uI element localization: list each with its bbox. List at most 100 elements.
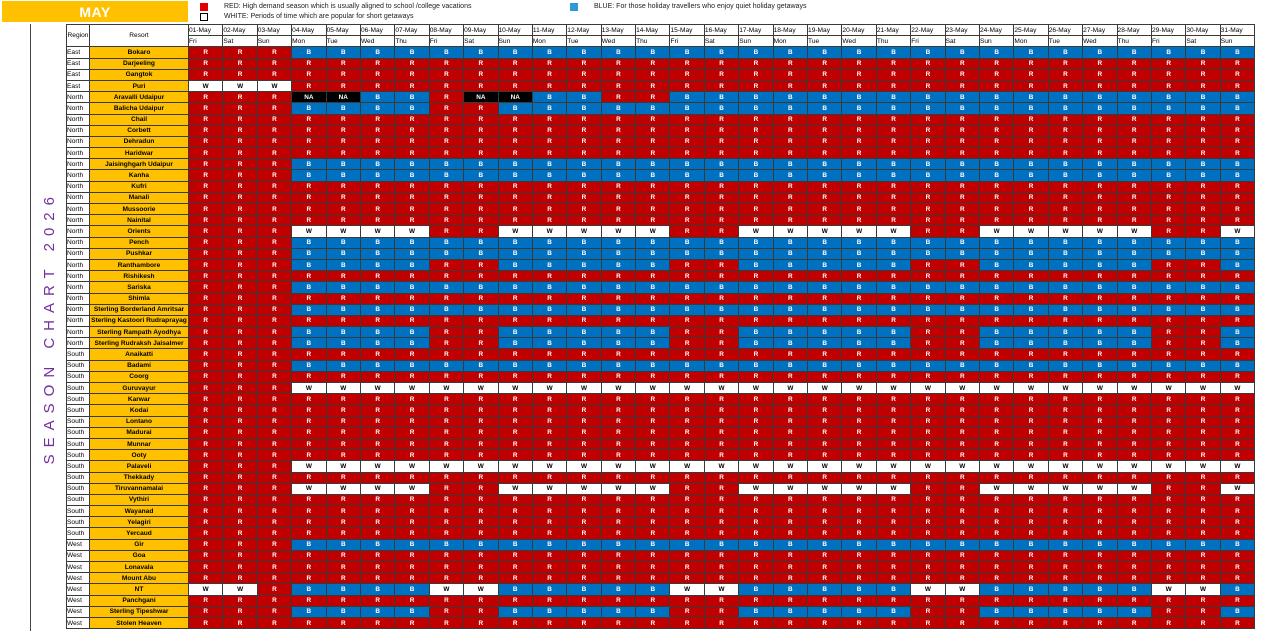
season-cell-r: R <box>428 616 465 630</box>
season-cell-r: R <box>1013 560 1049 574</box>
season-cell-r: R <box>1047 314 1084 328</box>
season-cell-r: R <box>531 616 568 630</box>
season-cell-r: R <box>1116 314 1152 328</box>
season-cell-na: NA <box>291 91 327 104</box>
header-weekday: Sat <box>944 35 980 48</box>
season-cell-r: R <box>463 326 499 339</box>
season-cell-na: NA <box>463 91 499 104</box>
season-cell-r: R <box>222 169 258 182</box>
season-cell-r: R <box>187 225 224 238</box>
season-cell-b: B <box>978 91 1015 104</box>
season-cell-b: B <box>807 236 843 249</box>
season-cell-r: R <box>875 292 912 305</box>
season-cell-r: R <box>428 337 465 350</box>
season-cell-r: R <box>394 616 430 630</box>
season-cell-r: R <box>566 314 602 328</box>
season-cell-b: B <box>531 359 568 372</box>
season-cell-w: W <box>841 460 877 473</box>
season-cell-b: B <box>635 337 671 350</box>
season-cell-b: B <box>325 236 361 249</box>
season-cell-r: R <box>841 214 877 227</box>
season-cell-r: R <box>1150 124 1187 137</box>
season-cell-b: B <box>566 236 602 249</box>
season-cell-r: R <box>978 527 1015 540</box>
season-cell-r: R <box>359 348 396 361</box>
season-cell-b: B <box>875 258 912 272</box>
season-cell-r: R <box>256 57 293 70</box>
season-cell-r: R <box>807 560 843 574</box>
season-cell-r: R <box>497 270 533 283</box>
season-cell-r: R <box>463 415 499 428</box>
resort-name-cell: Karwar <box>89 393 189 406</box>
season-cell-r: R <box>1013 471 1049 484</box>
season-cell-b: B <box>669 236 705 249</box>
resort-row: South Lontano R R R R R R R R R R R R R R R R R R R R R R R R R R R R… <box>66 415 1256 428</box>
season-cell-r: R <box>807 79 843 93</box>
season-cell-r: R <box>669 258 705 272</box>
season-cell-r: R <box>222 147 258 160</box>
season-cell-r: R <box>394 572 430 585</box>
region-cell: South <box>66 471 90 484</box>
season-cell-b: B <box>566 247 602 260</box>
season-cell-w: W <box>428 381 465 395</box>
season-cell-r: R <box>807 113 843 126</box>
season-cell-r: R <box>256 348 293 361</box>
season-cell-r: R <box>359 270 396 283</box>
season-cell-r: R <box>703 594 740 607</box>
season-cell-w: W <box>463 583 499 596</box>
season-cell-r: R <box>359 616 396 630</box>
season-cell-r: R <box>566 124 602 137</box>
season-cell-r: R <box>1116 147 1152 160</box>
season-cell-r: R <box>256 158 293 171</box>
season-cell-r: R <box>1219 560 1256 574</box>
season-cell-r: R <box>772 449 809 462</box>
season-cell-r: R <box>738 505 774 518</box>
season-cell-b: B <box>1047 91 1084 104</box>
season-cell-b: B <box>1219 326 1256 339</box>
season-cell-r: R <box>463 135 499 149</box>
season-cell-r: R <box>1013 370 1049 384</box>
season-cell-r: R <box>1013 393 1049 406</box>
season-cell-w: W <box>738 482 774 495</box>
season-cell-r: R <box>772 493 809 507</box>
season-cell-b: B <box>359 258 396 272</box>
header-date: 14-May <box>635 23 671 37</box>
season-cell-r: R <box>1013 348 1049 361</box>
season-cell-b: B <box>1219 102 1256 115</box>
season-cell-r: R <box>222 337 258 350</box>
season-cell-b: B <box>566 46 602 59</box>
season-cell-b: B <box>875 281 912 294</box>
season-cell-r: R <box>1013 270 1049 283</box>
season-cell-b: B <box>1116 102 1152 115</box>
season-cell-r: R <box>325 79 361 93</box>
season-cell-w: W <box>1082 381 1118 395</box>
season-cell-r: R <box>772 135 809 149</box>
season-cell-r: R <box>256 482 293 495</box>
resort-name-cell: Guruvayur <box>89 381 189 395</box>
season-cell-r: R <box>428 113 465 126</box>
season-cell-r: R <box>291 292 327 305</box>
season-cell-r: R <box>222 158 258 171</box>
season-cell-b: B <box>497 247 533 260</box>
resort-name-cell: Goa <box>89 549 189 563</box>
season-cell-r: R <box>1013 202 1049 216</box>
season-cell-r: R <box>738 270 774 283</box>
season-cell-r: R <box>394 292 430 305</box>
season-cell-r: R <box>463 560 499 574</box>
season-cell-w: W <box>1150 460 1187 473</box>
season-cell-r: R <box>772 314 809 328</box>
resort-name-cell: Yercaud <box>89 527 189 540</box>
season-cell-r: R <box>944 404 980 417</box>
season-cell-r: R <box>978 449 1015 462</box>
season-cell-b: B <box>910 303 946 316</box>
season-cell-r: R <box>566 616 602 630</box>
season-cell-r: R <box>497 370 533 384</box>
season-cell-r: R <box>325 314 361 328</box>
season-cell-r: R <box>187 158 224 171</box>
season-cell-r: R <box>428 471 465 484</box>
season-cell-b: B <box>1219 258 1256 272</box>
season-cell-r: R <box>738 348 774 361</box>
season-cell-r: R <box>1185 415 1221 428</box>
region-cell: North <box>66 225 90 238</box>
region-cell: North <box>66 191 90 205</box>
